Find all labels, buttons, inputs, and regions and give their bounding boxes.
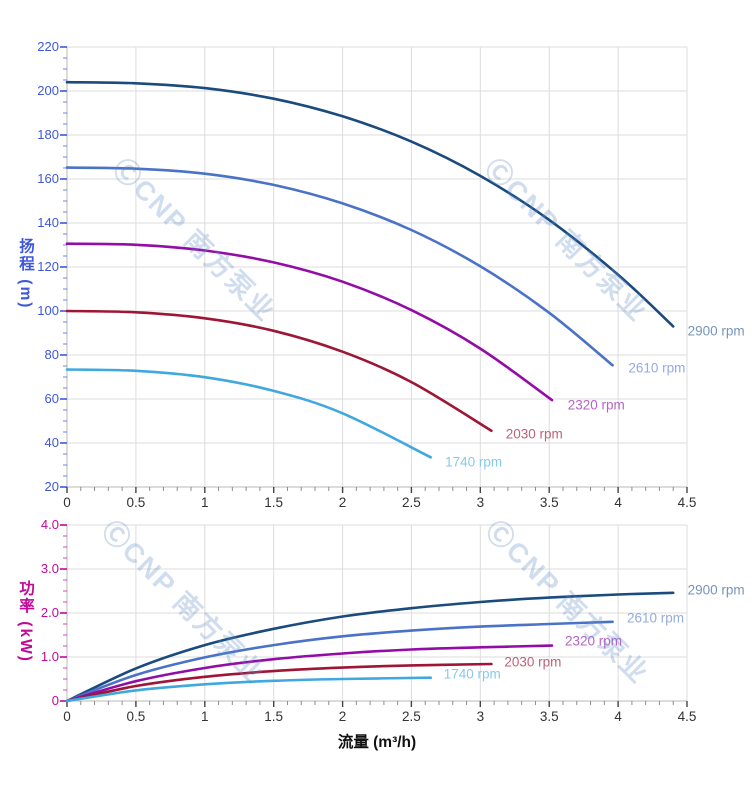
- head-axis-title: 扬程 (m): [17, 238, 34, 310]
- curve-2900rpm: [65, 591, 675, 703]
- curve-2610rpm: [65, 166, 614, 367]
- curve-1740rpm: [65, 368, 432, 459]
- curve-2900rpm: [65, 80, 675, 328]
- flow-axis-title: 流量 (m³/h): [337, 734, 417, 751]
- curve-2030rpm: [65, 309, 493, 432]
- power-axis-title: 功率 (kW): [17, 580, 34, 663]
- curve-2030rpm: [65, 662, 493, 703]
- curve-2320rpm: [65, 644, 554, 703]
- curve-1740rpm: [65, 676, 432, 703]
- curve-2320rpm: [65, 242, 554, 402]
- curve-2610rpm: [65, 620, 614, 703]
